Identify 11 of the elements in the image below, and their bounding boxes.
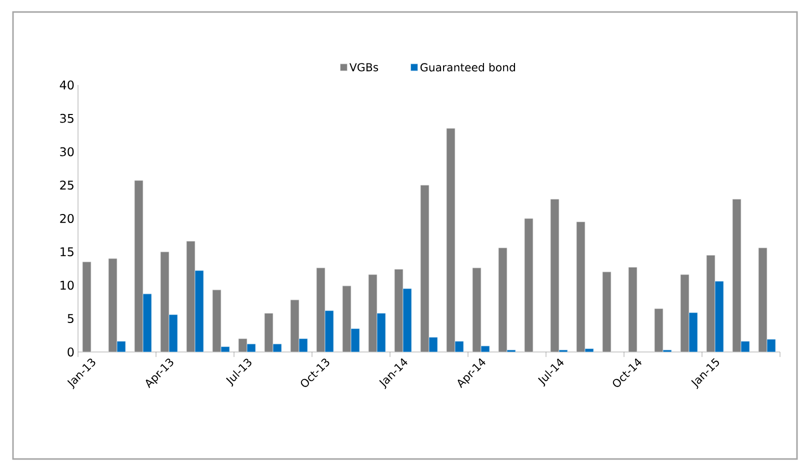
y-tick-label: 30 <box>60 147 74 156</box>
y-tick-label: 5 <box>68 314 74 324</box>
y-tick-label: 35 <box>60 114 74 123</box>
y-tick-label: 15 <box>60 247 74 256</box>
legend-label: Guaranteed bond <box>420 62 515 72</box>
y-tick-label: 40 <box>60 80 74 90</box>
legend-label: VGBs <box>349 63 378 72</box>
y-tick-label: 0 <box>68 347 74 357</box>
y-tick-label: 10 <box>60 280 74 290</box>
y-tick-label: 20 <box>60 214 74 224</box>
y-tick-label: 25 <box>60 180 74 190</box>
